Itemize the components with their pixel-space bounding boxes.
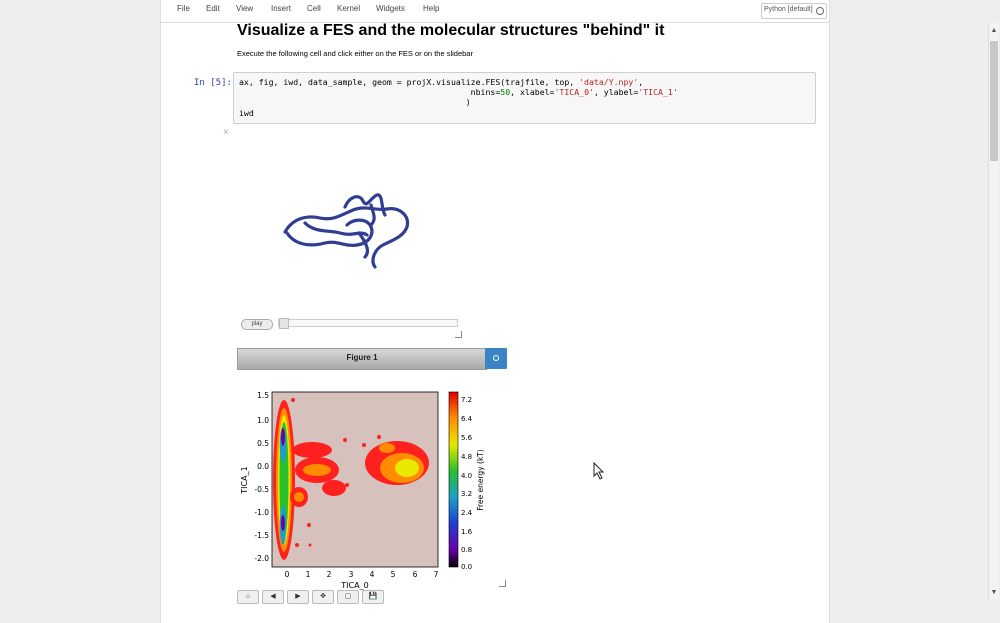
page-scrollbar[interactable]: ▲ ▼ [988,23,999,600]
menu-cell[interactable]: Cell [307,4,321,13]
code-line-3: ) [239,97,471,107]
colorbar-tick: 7.2 [461,396,472,404]
x-tick: 3 [349,570,354,579]
kernel-name: Python [default] [764,6,813,13]
y-tick: 0.0 [257,462,269,471]
figure-header: Figure 1 [237,348,487,370]
y-tick: 1.0 [257,416,269,425]
kernel-indicator[interactable]: Python [default] [761,3,827,19]
save-icon[interactable]: 💾 [362,590,384,604]
instruction-text: Execute the following cell and click eit… [237,49,473,58]
x-tick: 5 [391,570,396,579]
mouse-cursor-icon [593,462,605,480]
menu-insert[interactable]: Insert [271,4,292,13]
zoom-icon[interactable]: ▢ [337,590,359,604]
colorbar-tick: 3.2 [461,490,472,498]
scroll-up-arrow-icon[interactable]: ▲ [990,27,998,34]
fes-plot[interactable]: 1.5 1.0 0.5 0.0 -0.5 -1.0 -1.5 -2.0 0 1 … [237,385,512,590]
y-axis-label: TICA_1 [240,466,249,494]
fes-right-basin [362,435,429,485]
x-tick: 1 [306,570,311,579]
figure-resize-handle[interactable] [499,580,506,587]
x-tick: 2 [327,570,332,579]
molecule-view[interactable] [275,185,420,275]
menu-file[interactable]: File [177,4,190,13]
menu-help[interactable]: Help [423,4,440,13]
code-cell[interactable]: ax, fig, iwd, data_sample, geom = projX.… [233,72,816,124]
figure-toolbar: ⌂ ◀ ▶ ✥ ▢ 💾 [237,590,387,604]
colorbar-tick: 4.8 [461,453,472,461]
fes-middle-region [290,398,349,547]
colorbar-tick: 1.6 [461,528,473,536]
x-tick: 7 [434,570,439,579]
scroll-down-arrow-icon[interactable]: ▼ [990,589,998,596]
colorbar-tick: 2.4 [461,509,473,517]
forward-icon[interactable]: ▶ [287,590,309,604]
colorbar-tick: 0.8 [461,546,472,554]
colorbar-label: Free energy (kT) [476,449,485,511]
menu-widgets[interactable]: Widgets [376,4,405,13]
x-tick: 0 [285,570,290,579]
y-tick: 1.5 [257,391,269,400]
menu-view[interactable]: View [236,4,254,13]
y-tick: -1.5 [254,531,269,540]
play-button[interactable]: play [241,319,273,330]
menubar: File Edit View Insert Cell Kernel Widget… [160,0,830,23]
figure-close-button[interactable] [485,348,507,369]
code-line-2: nbins=50, xlabel='TICA_0', ylabel='TICA_… [239,87,678,97]
output-close-icon[interactable]: × [223,127,229,138]
cell-prompt: In [5]: [194,78,232,88]
power-icon [493,355,499,361]
y-tick: -2.0 [254,554,269,563]
colorbar [448,391,459,568]
kernel-status-icon [816,7,824,15]
figure-title: Figure 1 [346,353,378,362]
menu-kernel[interactable]: Kernel [337,4,361,13]
x-tick: 4 [370,570,375,579]
colorbar-tick: 5.6 [461,434,473,442]
colorbar-tick: 4.0 [461,472,472,480]
code-line-1: ax, fig, iwd, data_sample, geom = projX.… [239,77,644,87]
y-tick: -1.0 [254,508,269,517]
menu-edit[interactable]: Edit [206,4,220,13]
home-icon[interactable]: ⌂ [237,590,259,604]
scrollbar-thumb[interactable] [990,41,998,161]
y-tick: -0.5 [254,485,269,494]
slider-handle[interactable] [279,318,289,329]
x-tick: 6 [413,570,418,579]
x-axis-label: TICA_0 [340,581,368,590]
pan-icon[interactable]: ✥ [312,590,334,604]
page-title: Visualize a FES and the molecular struct… [237,22,665,39]
code-line-4: iwd [239,108,254,118]
widget-resize-handle[interactable] [455,331,462,338]
colorbar-tick: 0.0 [461,563,472,571]
frame-slider[interactable] [278,318,458,329]
back-icon[interactable]: ◀ [262,590,284,604]
y-tick: 0.5 [257,439,269,448]
fes-left-basin [273,400,295,560]
colorbar-tick: 6.4 [461,415,473,423]
